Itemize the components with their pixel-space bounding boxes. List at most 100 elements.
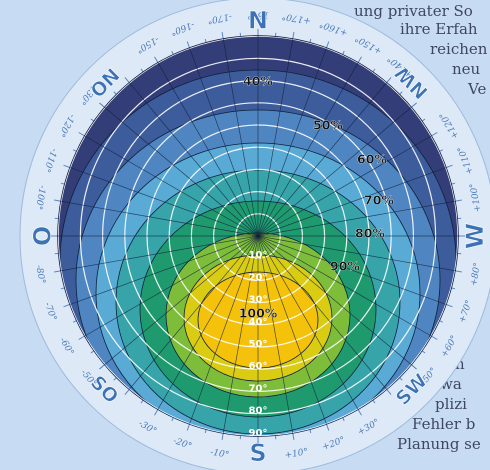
ring-tick [445,164,453,169]
ring-tick [410,364,417,370]
yield-label: 80% [355,226,385,241]
azimuth-line [157,62,259,237]
yield-label: 90% [330,259,360,274]
azimuth-label: -80° [33,264,46,284]
ring-tick [430,132,438,137]
ring-tick [124,77,130,84]
yield-label: 60% [357,152,387,167]
azimuth-line [104,235,259,365]
azimuth-line [257,235,456,272]
azimuth-label: +100° [469,182,484,213]
diagram-labels: 10° 20° 30° 40° 50° 60° 70° 80° 90° 40% 50% 60% 70% 8… [239,73,395,439]
azimuth-line [257,235,447,305]
azimuth-line [129,235,259,390]
tilt-label: 70° [249,383,268,394]
azimuth-line [257,235,359,410]
tilt-label: 60° [249,361,268,372]
cardinal-label: W [461,223,489,249]
azimuth-line [257,107,412,237]
background-text-line: reichen [430,40,488,58]
ring-tick [154,408,159,416]
ring-tick [63,303,71,308]
yield-label: 50% [313,118,343,133]
ring-tick [124,388,130,395]
azimuth-line [84,135,259,237]
ring-tick [99,102,106,108]
yield-label: 100% [239,306,278,321]
azimuth-label: +80° [469,262,483,287]
azimuth-line [104,107,259,237]
ring-tick [410,102,417,108]
azimuth-label: -10° [209,448,229,461]
ring-tick [454,199,462,202]
tilt-label: 90° [249,428,268,439]
azimuth-line [257,235,432,337]
azimuth-line [60,200,259,237]
ring-tick [54,270,62,273]
azimuth-line [222,235,259,434]
tilt-label: 50° [249,339,268,350]
azimuth-label: -170° [206,11,232,25]
ring-tick [78,335,86,340]
background-text-line: neu [452,60,481,78]
azimuth-line [60,235,259,272]
azimuth-line [257,200,456,237]
azimuth-line [257,135,432,237]
tilt-grid [58,36,458,436]
azimuth-line [257,47,327,237]
azimuth-line [257,167,447,237]
azimuth-line [189,235,259,425]
azimuth-label: +170° [281,10,312,25]
ring-tick [99,364,106,370]
ring-tick [386,77,392,84]
ring-tick [221,32,224,40]
ring-tick [325,41,330,49]
ring-tick [325,423,330,431]
azimuth-label: -100° [33,184,47,210]
azimuth-line [222,38,259,237]
yield-label: 40% [243,74,273,89]
background-text-line: Planung se [397,435,481,453]
ring-tick [63,164,71,169]
background-text-line: ung privater So [354,2,473,20]
tilt-label: 40° [249,317,268,328]
ring-tick [154,56,159,64]
background-text-line: Ve [468,80,487,98]
azimuth-line [257,38,294,237]
background-text-line: Fehler b [412,415,476,433]
cardinal-label: N [248,5,268,33]
azimuth-line [257,235,327,425]
azimuth-line [84,235,259,337]
ring-tick [186,423,191,431]
azimuth-line [129,82,259,237]
ring-tick [292,32,295,40]
cardinal-label: S [249,439,266,467]
yield-label: 70% [364,193,394,208]
ring-tick [78,132,86,137]
azimuth-line [157,235,259,410]
ring-tick [357,56,362,64]
ring-tick [54,199,62,202]
tilt-label: 20° [249,272,268,283]
azimuth-line [257,235,412,365]
azimuth-line [189,47,259,237]
ring-tick [292,432,295,440]
background-text-line: ihre Erfah [400,20,478,38]
ring-tick [445,303,453,308]
azimuth-line [69,167,259,237]
tilt-label: 10° [249,250,268,261]
ring-tick [454,270,462,273]
ring-tick [186,41,191,49]
azimuth-line [257,82,387,237]
azimuth-line [257,235,387,390]
azimuth-line [257,62,359,237]
background-text-line: n [455,355,465,373]
ring-tick [430,335,438,340]
azimuth-line [257,235,294,434]
azimuth-label: +10° [284,447,309,461]
azimuth-line [69,235,259,305]
background-text-line: plizi [435,395,467,413]
azimuth-label: 180° [247,10,269,20]
